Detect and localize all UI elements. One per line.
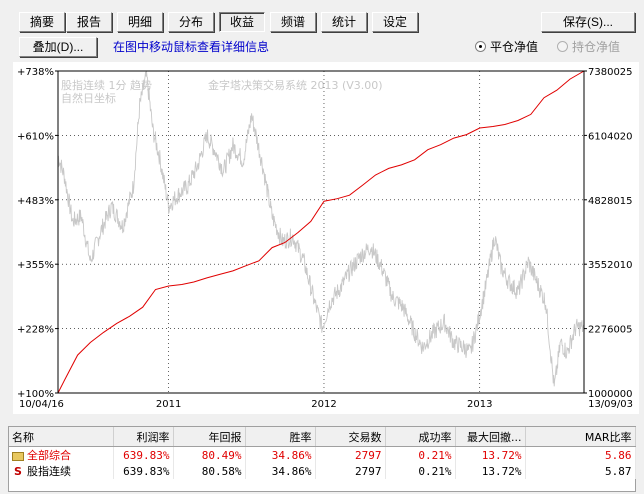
table-cell: 13.72% xyxy=(455,463,526,479)
watermark-left-1: 股指连续 1分 趋势 xyxy=(61,78,152,92)
left-axis-label: +610% xyxy=(17,131,54,142)
left-axis: +738% +610% +483% +355% +228% +100% xyxy=(17,67,58,400)
right-axis-label: 7380025 xyxy=(588,67,633,78)
watermark-center: 金字塔决策交易系统 2013 (V3.00) xyxy=(208,78,383,92)
tab-4[interactable]: 收益 xyxy=(219,12,265,32)
tab-3[interactable]: 分布 xyxy=(168,12,214,32)
table-body: 全部综合 639.83% 80.49% 34.86% 2797 0.21% 13.72% 5.… xyxy=(9,446,636,479)
x-axis-label: 13/09/03 xyxy=(588,399,633,410)
hint-text: 在图中移动鼠标查看详细信息 xyxy=(113,40,270,54)
left-axis-label: +228% xyxy=(17,325,54,336)
results-table: 名称 利润率 年回报 胜率 交易数 成功率 最大回撤... MAR比率 全部综合 639.83%… xyxy=(8,426,636,492)
right-axis: 7380025 6104020 4828015 3552010 2276005 10000… xyxy=(584,67,633,400)
x-axis-label: 2013 xyxy=(467,399,492,410)
chart-watermarks: 股指连续 1分 趋势 自然日坐标 金字塔决策交易系统 2013 (V3.00) xyxy=(61,78,383,105)
x-axis-label: 10/04/16 xyxy=(19,399,64,410)
overlay-button[interactable]: 叠加(D)... xyxy=(19,37,97,57)
table-cell: 5.86 xyxy=(525,446,636,463)
table-cell: 0.21% xyxy=(385,463,456,479)
row-name: 股指连续 xyxy=(27,465,71,478)
radio-selected-icon[interactable] xyxy=(475,41,486,52)
table-cell: 34.86% xyxy=(245,463,316,479)
right-axis-label: 3552010 xyxy=(588,260,633,271)
equity-series-line xyxy=(57,70,585,394)
table-cell: 80.49% xyxy=(173,446,246,463)
radio-hold-value[interactable]: 持仓净值 xyxy=(557,38,620,55)
table-cell: 2797 xyxy=(315,446,386,463)
folder-icon xyxy=(12,451,24,461)
table-row[interactable]: 全部综合 639.83% 80.49% 34.86% 2797 0.21% 13.72% 5.… xyxy=(9,446,636,463)
chart-series xyxy=(57,70,585,394)
row-name: 全部综合 xyxy=(27,449,71,462)
radio-hold-label: 持仓净值 xyxy=(572,40,621,54)
s-icon: S xyxy=(14,465,22,478)
left-axis-label: +483% xyxy=(17,196,54,207)
column-header[interactable]: 最大回撤... xyxy=(455,427,526,447)
column-header[interactable]: 成功率 xyxy=(385,427,456,447)
tab-5[interactable]: 频谱 xyxy=(270,12,316,32)
tab-0[interactable]: 摘要 xyxy=(19,12,65,32)
table-row[interactable]: S 股指连续 639.83% 80.58% 34.86% 2797 0.21% 13.72% 5… xyxy=(9,463,636,479)
tab-7[interactable]: 设定 xyxy=(372,12,418,32)
plot-border xyxy=(57,70,585,394)
table-cell: 34.86% xyxy=(245,446,316,463)
column-header[interactable]: 胜率 xyxy=(245,427,316,447)
tab-2[interactable]: 明细 xyxy=(117,12,163,32)
table-header-row: 名称 利润率 年回报 胜率 交易数 成功率 最大回撤... MAR比率 xyxy=(9,427,636,447)
table-cell: 13.72% xyxy=(455,446,526,463)
watermark-left-2: 自然日坐标 xyxy=(61,91,116,105)
radio-unselected-icon[interactable] xyxy=(557,41,568,52)
row-name-cell: 全部综合 xyxy=(9,446,114,463)
radio-net-label: 平仓净值 xyxy=(490,40,539,54)
radio-net-value[interactable]: 平仓净值 xyxy=(475,38,538,55)
right-axis-label: 4828015 xyxy=(588,196,633,207)
table-cell: 5.87 xyxy=(525,463,636,479)
column-header[interactable]: 名称 xyxy=(9,427,114,447)
column-header[interactable]: MAR比率 xyxy=(525,427,636,447)
column-header[interactable]: 年回报 xyxy=(173,427,246,447)
row-name-cell: S 股指连续 xyxy=(9,463,114,479)
column-header[interactable]: 交易数 xyxy=(315,427,386,447)
left-axis-label: +355% xyxy=(17,260,54,271)
x-axis-label: 2011 xyxy=(156,399,181,410)
price-series-line xyxy=(57,70,585,387)
table-cell: 0.21% xyxy=(385,446,456,463)
left-axis-label: +100% xyxy=(17,389,54,400)
chart-background xyxy=(13,62,639,414)
x-axis-label: 2012 xyxy=(311,399,336,410)
right-axis-label: 6104020 xyxy=(588,131,633,142)
tab-1[interactable]: 报告 xyxy=(66,12,112,32)
table-cell: 639.83% xyxy=(113,463,174,479)
save-button[interactable]: 保存(S)... xyxy=(541,12,635,32)
x-axis: 10/04/16 2011 2012 2013 13/09/03 xyxy=(19,399,633,410)
table-cell: 639.83% xyxy=(113,446,174,463)
tab-6[interactable]: 统计 xyxy=(321,12,367,32)
column-header[interactable]: 利润率 xyxy=(113,427,174,447)
right-axis-label: 2276005 xyxy=(588,325,633,336)
table-cell: 2797 xyxy=(315,463,386,479)
right-axis-label: 1000000 xyxy=(588,389,633,400)
chart-grid xyxy=(58,70,584,394)
table-cell: 80.58% xyxy=(173,463,246,479)
equity-chart[interactable]: 股指连续 1分 趋势 自然日坐标 金字塔决策交易系统 2013 (V3.00) … xyxy=(13,62,639,414)
left-axis-label: +738% xyxy=(17,67,54,78)
